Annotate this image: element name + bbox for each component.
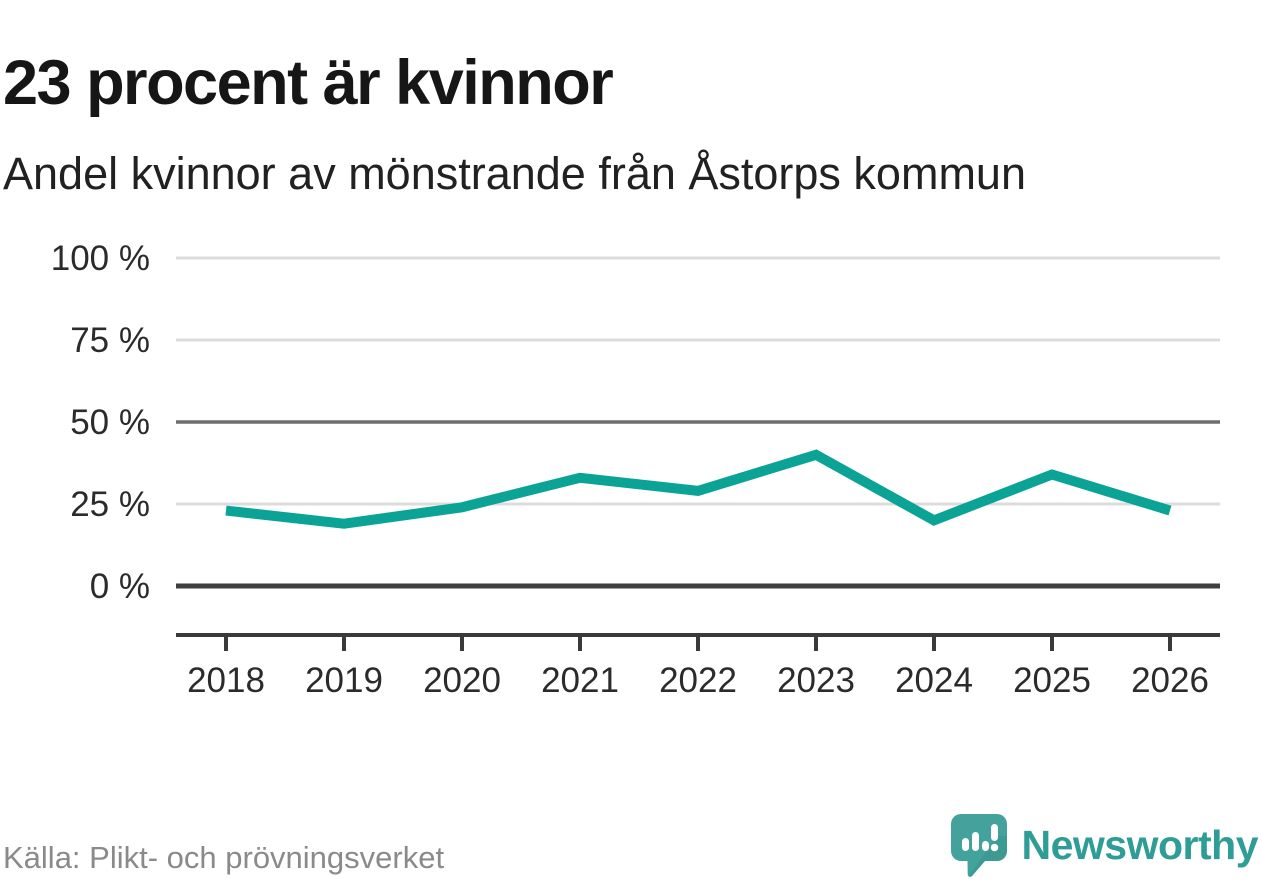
newsworthy-bar-chart-speech-bubble-icon <box>950 814 1007 877</box>
y-axis-tick-label: 50 % <box>70 403 150 442</box>
newsworthy-wordmark: Newsworthy <box>1021 822 1259 868</box>
x-axis-tick-label: 2025 <box>1013 661 1091 700</box>
data-line-Andel kvinnor av mönstrande <box>225 449 1172 529</box>
x-axis-tick-label: 2020 <box>423 661 501 700</box>
page-title: 23 procent är kvinnor <box>3 48 614 119</box>
x-axis-tick-label: 2024 <box>895 661 973 700</box>
y-axis-tick-label: 75 % <box>70 321 150 360</box>
x-axis-tick-label: 2021 <box>541 661 619 700</box>
y-axis-tick-label: 25 % <box>70 485 150 524</box>
x-axis-tick-label: 2018 <box>187 661 265 700</box>
source-note: Källa: Plikt- och prövningsverket <box>3 840 445 875</box>
newsworthy-logo: Newsworthy <box>950 814 1259 877</box>
x-axis-tick-label: 2026 <box>1131 661 1209 700</box>
x-axis-tick-label: 2023 <box>777 661 855 700</box>
y-axis-tick-label: 100 % <box>51 239 150 278</box>
x-axis-tick-label: 2022 <box>659 661 737 700</box>
chart-subtitle: Andel kvinnor av mönstrande från Åstorps… <box>3 148 1026 199</box>
y-axis-tick-label: 0 % <box>90 567 150 606</box>
x-axis-tick-label: 2019 <box>305 661 383 700</box>
